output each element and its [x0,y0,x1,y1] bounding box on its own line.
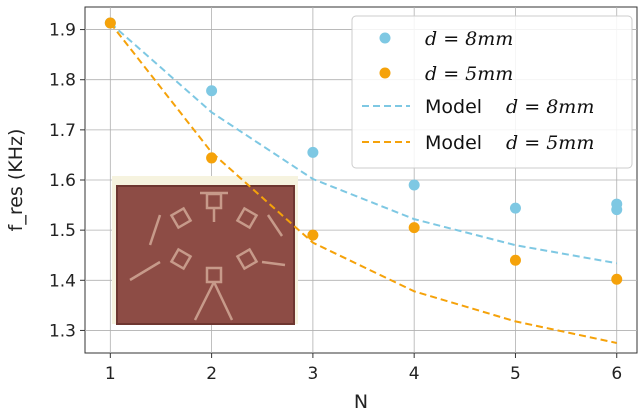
data-point-series-0 [408,179,420,191]
x-tick-label: 2 [206,364,217,384]
x-tick-label: 4 [409,364,420,384]
series-layer [104,17,623,344]
axes: 1 2 3 4 5 6 1.3 1.4 1.5 1.6 1.7 1.8 1.9 [49,21,622,384]
x-tick-label: 3 [307,364,318,384]
y-tick-label: 1.8 [49,71,76,91]
y-tick-label: 1.9 [49,21,76,41]
x-tick-label: 5 [510,364,521,384]
data-point-series-1 [104,17,116,29]
y-tick-label: 1.5 [49,221,76,241]
data-point-series-1 [509,254,521,266]
legend-label-model-d8: Model d = 8mm [425,96,594,118]
data-point-series-1 [611,273,623,285]
model-line-series-3 [109,22,617,344]
legend-label-d5: d = 5mm [425,63,513,85]
y-axis-title: f_res (KHz) [5,129,27,232]
legend: d = 8mm d = 5mm Model d = 8mm Model d = 5m… [351,15,633,169]
y-tick-label: 1.3 [49,321,76,341]
x-tick-label: 6 [611,364,622,384]
legend-box [351,15,633,169]
legend-marker-d8 [379,32,391,44]
model-line-series-2 [109,22,617,265]
data-point-series-0 [611,204,623,216]
data-point-series-0 [307,146,319,158]
sample-photo [112,176,298,325]
y-tick-label: 1.4 [49,271,76,291]
x-tick-label: 1 [105,364,116,384]
data-point-series-0 [509,202,521,214]
legend-label-d8: d = 8mm [425,28,513,50]
data-point-series-1 [408,222,420,234]
data-point-series-1 [307,229,319,241]
data-point-series-0 [206,85,218,97]
x-axis-title: N [354,391,368,413]
legend-label-model-d5: Model d = 5mm [425,132,594,154]
legend-marker-d5 [379,67,391,79]
data-point-series-1 [206,152,218,164]
y-tick-label: 1.6 [49,171,76,191]
y-tick-label: 1.7 [49,121,76,141]
